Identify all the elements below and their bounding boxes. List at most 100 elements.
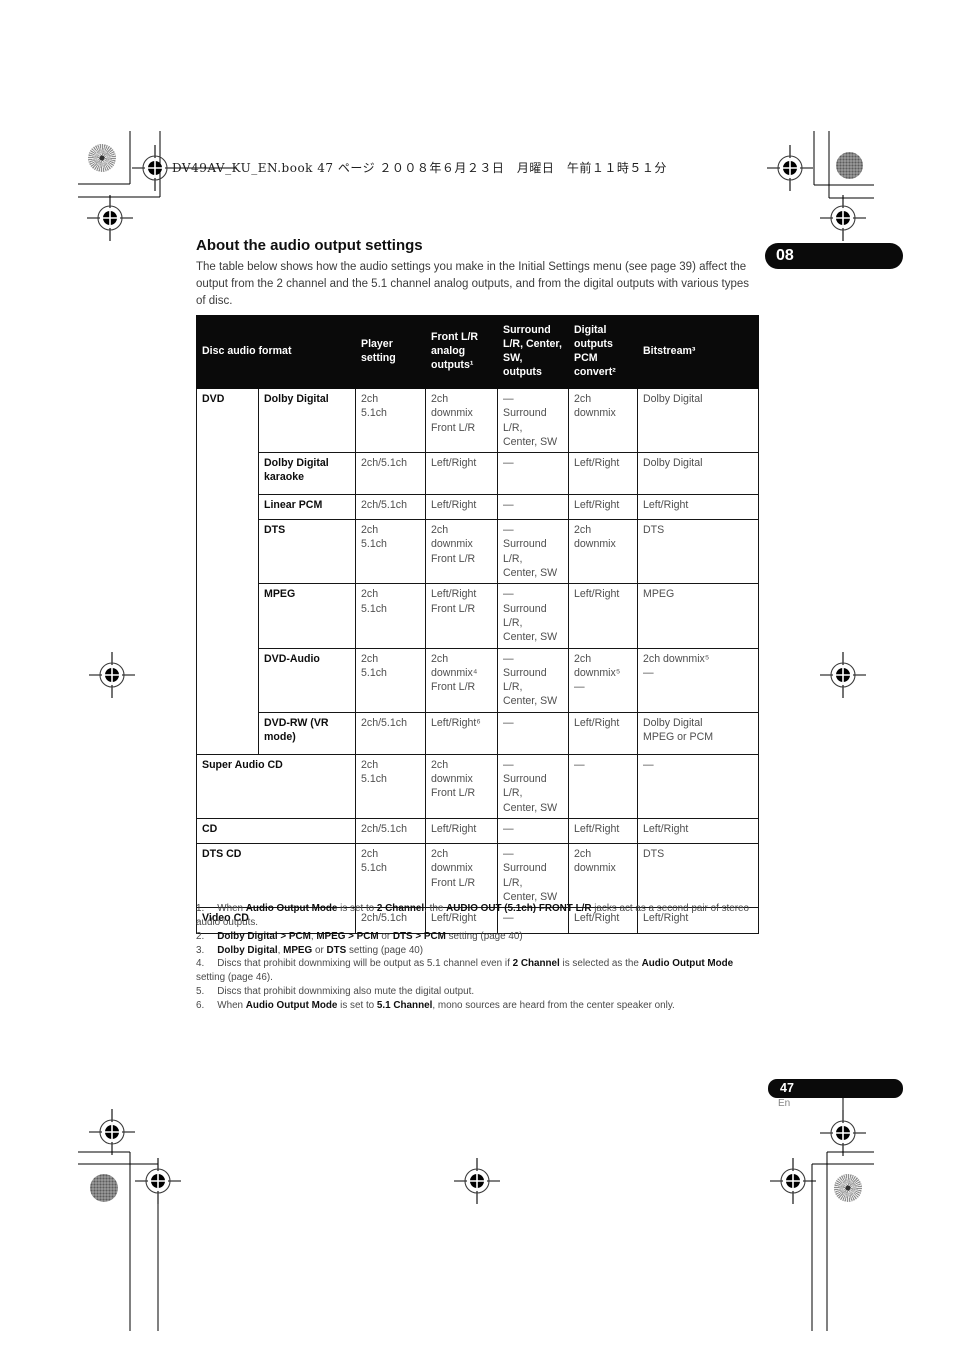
- registration-mark-icon: [766, 144, 814, 192]
- registration-mark-icon: [819, 651, 867, 699]
- cell-bitstream: Left/Right: [637, 907, 760, 935]
- cell-surround: — Surround L/R, Center, SW: [497, 519, 570, 585]
- cell-bitstream: 2ch downmix⁵ —: [637, 647, 760, 713]
- cell-front: 2ch downmix⁴ Front L/R: [425, 647, 499, 713]
- cell-player: 2ch 5.1ch: [355, 753, 427, 819]
- cell-player: 2ch 5.1ch: [355, 842, 427, 909]
- page-language-label: En: [778, 1098, 791, 1109]
- cell-player: 2ch 5.1ch: [355, 647, 427, 713]
- cell-format: Linear PCM: [257, 494, 357, 521]
- registration-mark-icon: [819, 1109, 867, 1157]
- cell-bitstream: Left/Right: [637, 494, 760, 521]
- table-row: Video CD 2ch/5.1ch Left/Right — Left/Rig…: [195, 907, 760, 935]
- footnote-text: Discs that prohibit downmixing also mute…: [217, 986, 475, 998]
- table-header-row: Disc audio format Player setting Front L…: [195, 315, 760, 389]
- table-row: MPEG 2ch 5.1ch Left/Right Front L/R — Su…: [197, 583, 760, 649]
- cell-player: 2ch/5.1ch: [355, 452, 427, 496]
- cell-bitstream: Dolby Digital: [637, 452, 760, 496]
- cell-bitstream: MPEG: [637, 583, 760, 649]
- cell-surround: —: [497, 494, 570, 521]
- cell-format: MPEG: [257, 583, 357, 649]
- footnote: 5. Discs that prohibit downmixing also mu…: [196, 985, 759, 999]
- cell-digital: 2ch downmix⁵ —: [568, 647, 639, 713]
- cell-disc-format: DTS CD: [195, 842, 357, 909]
- footnote-text: Discs that prohibit downmixing will be o…: [196, 958, 734, 984]
- cell-bitstream: Dolby Digital MPEG or PCM: [637, 711, 760, 755]
- cell-surround: — Surround L/R, Center, SW: [497, 387, 570, 454]
- cell-player: 2ch 5.1ch: [355, 387, 427, 454]
- cell-digital: Left/Right: [568, 583, 639, 649]
- registration-mark-icon: [134, 1157, 182, 1205]
- footnote-number: 1.: [196, 903, 205, 914]
- cell-bitstream: Left/Right: [637, 817, 760, 844]
- footnote-text: When Audio Output Mode is set to 5.1 Cha…: [217, 1000, 675, 1012]
- cell-bitstream: Dolby Digital: [637, 387, 760, 454]
- cell-format: Dolby Digital: [257, 387, 357, 454]
- chapter-tab: 08: [765, 243, 903, 269]
- registration-mark-icon: [769, 1157, 817, 1205]
- table-row: Linear PCM 2ch/5.1ch Left/Right — Left/R…: [197, 494, 760, 521]
- cell-disc-group: DVD: [196, 388, 259, 755]
- col-header-digital: Digital outputs PCM convert²: [568, 315, 639, 389]
- page-title: About the audio output settings: [196, 237, 423, 254]
- cell-format: DVD-Audio: [257, 647, 357, 713]
- cell-front: Left/Right⁶: [425, 711, 499, 755]
- cell-digital: Left/Right: [568, 711, 639, 755]
- registration-mark-icon: [88, 651, 136, 699]
- cell-surround: — Surround L/R, Center, SW: [497, 647, 570, 713]
- cell-surround: — Surround L/R, Center, SW: [497, 842, 570, 909]
- registration-mark-icon: [819, 194, 867, 242]
- col-header-surround: Surround L/R, Center, SW, outputs: [497, 315, 570, 389]
- cell-digital: Left/Right: [568, 817, 639, 844]
- cell-surround: —: [497, 817, 570, 844]
- cell-front: 2ch downmix Front L/R: [425, 387, 499, 454]
- pinwheel-target-icon: [834, 1174, 862, 1202]
- cell-digital: Left/Right: [568, 494, 639, 521]
- cell-player: 2ch/5.1ch: [355, 817, 427, 844]
- registration-mark-icon: [88, 1108, 136, 1156]
- footnote-text: When Audio Output Mode is set to 2 Chann…: [196, 903, 750, 928]
- footnote-text: Dolby Digital, MPEG or DTS setting (page…: [217, 944, 424, 956]
- cell-player: 2ch 5.1ch: [355, 519, 427, 585]
- col-header-player-setting: Player setting: [355, 315, 427, 389]
- table-row: Super Audio CD 2ch 5.1ch 2ch downmix Fro…: [195, 753, 760, 819]
- footnote: 1. When Audio Output Mode is set to 2 Cha…: [196, 902, 759, 930]
- footnote: 6. When Audio Output Mode is set to 5.1 C…: [196, 999, 759, 1013]
- footnote: 3. Dolby Digital, MPEG or DTS setting (pa…: [196, 944, 759, 958]
- cell-front: Left/Right: [425, 494, 499, 521]
- footnote-number: 4.: [196, 958, 205, 970]
- print-job-header: DV49AV_KU_EN.book 47 ページ ２００８年６月２３日 月曜日 …: [172, 161, 667, 175]
- footnotes: 1. When Audio Output Mode is set to 2 Cha…: [196, 902, 759, 1013]
- cell-front: Left/Right: [425, 907, 499, 935]
- table-row: CD 2ch/5.1ch Left/Right — Left/Right Lef…: [195, 817, 760, 844]
- cell-front: 2ch downmix Front L/R: [425, 842, 499, 909]
- footnote-number: 6.: [196, 1000, 205, 1012]
- cell-front: Left/Right: [425, 817, 499, 844]
- table-row: DTS CD 2ch 5.1ch 2ch downmix Front L/R —…: [195, 842, 760, 909]
- cell-disc-format: Super Audio CD: [195, 753, 357, 819]
- cell-surround: —: [497, 907, 570, 935]
- cell-player: 2ch/5.1ch: [355, 907, 427, 935]
- cell-digital: —: [568, 753, 639, 819]
- cell-format: Dolby Digital karaoke: [257, 452, 357, 496]
- cell-front: Left/Right: [425, 452, 499, 496]
- cell-format: DTS: [257, 519, 357, 585]
- footnote: 2. Dolby Digital > PCM, MPEG > PCM or DTS…: [196, 930, 759, 944]
- cell-bitstream: DTS: [637, 842, 760, 909]
- cell-bitstream: DTS: [637, 519, 760, 585]
- col-header-front-lr: Front L/R analog outputs¹: [425, 315, 499, 389]
- cell-surround: — Surround L/R, Center, SW: [497, 583, 570, 649]
- cell-digital: Left/Right: [568, 907, 639, 935]
- registration-mark-icon: [453, 1157, 501, 1205]
- cell-front: 2ch downmix Front L/R: [425, 519, 499, 585]
- cell-digital: Left/Right: [568, 452, 639, 496]
- cell-player: 2ch 5.1ch: [355, 583, 427, 649]
- table-row: DVD-RW (VR mode) 2ch/5.1ch Left/Right⁶ —…: [197, 711, 760, 755]
- cell-front: Left/Right Front L/R: [425, 583, 499, 649]
- halftone-dot-icon: [836, 152, 863, 179]
- cell-digital: 2ch downmix: [568, 387, 639, 454]
- cell-player: 2ch/5.1ch: [355, 494, 427, 521]
- footnote-number: 2.: [196, 930, 205, 942]
- cell-format: DVD-RW (VR mode): [257, 711, 357, 755]
